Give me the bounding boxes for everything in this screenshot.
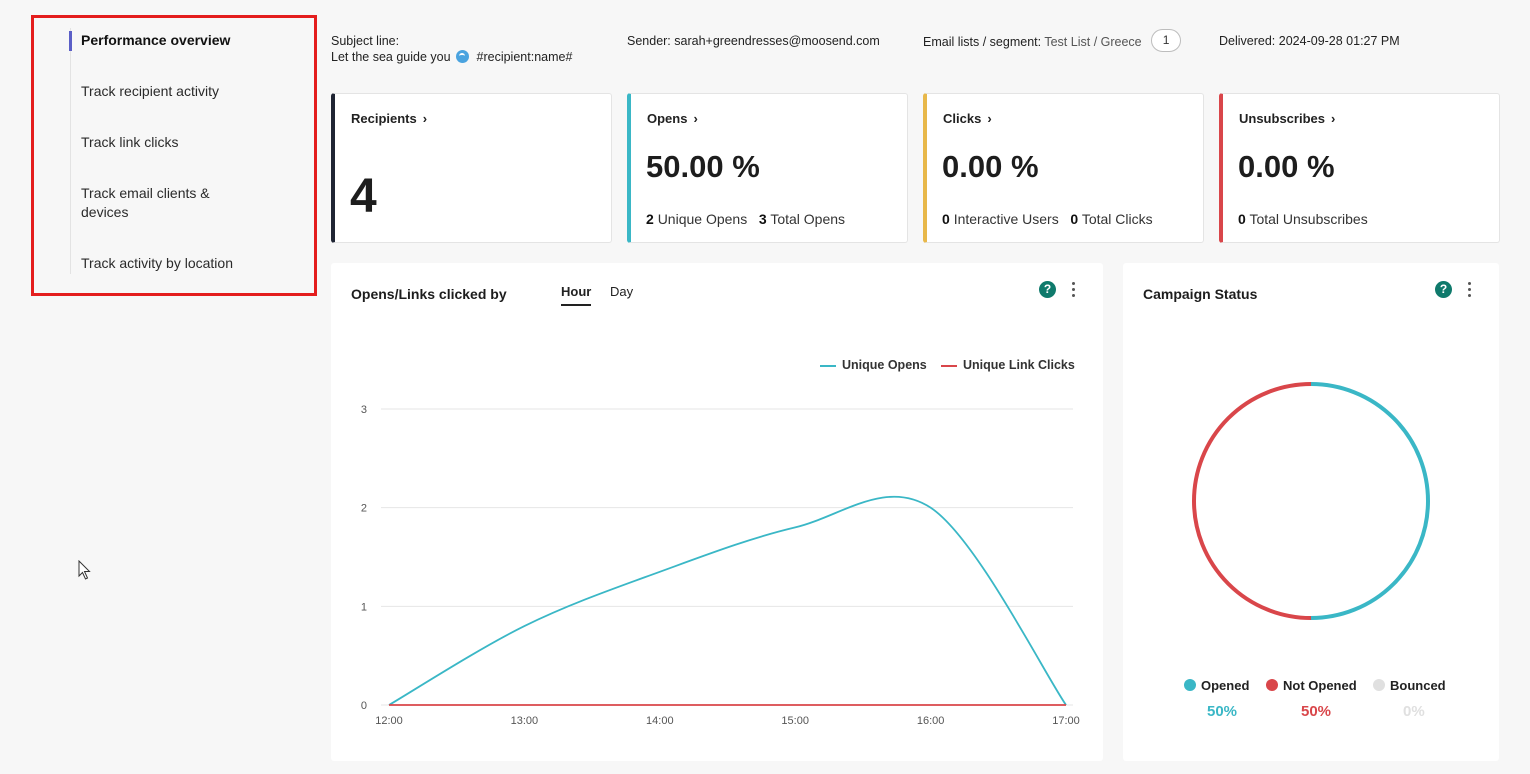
more-options-icon[interactable] [1465, 282, 1473, 298]
y-tick-label: 3 [361, 404, 367, 416]
not-opened-dot [1266, 679, 1278, 691]
tab-hour[interactable]: Hour [561, 284, 592, 306]
delivered-value: 2024-09-28 01:27 PM [1278, 34, 1400, 48]
unsubscribes-link[interactable]: Unsubscribes › [1239, 111, 1336, 126]
y-tick-label: 1 [361, 601, 367, 613]
legend-swatch [820, 364, 836, 367]
subject-tag: #recipient:name# [476, 50, 573, 64]
segment-count-badge[interactable]: 1 [1151, 29, 1182, 52]
recipients-link[interactable]: Recipients › [351, 111, 428, 126]
clicks-link[interactable]: Clicks › [943, 111, 992, 126]
nav-item-performance-overview[interactable]: Performance overview [81, 32, 231, 48]
x-tick-label: 12:00 [375, 715, 403, 727]
campaign-status-title: Campaign Status [1143, 286, 1258, 302]
segment-value: / Greece [1093, 34, 1142, 49]
legend-opened[interactable]: Opened [1184, 678, 1249, 693]
chevron-right-icon: › [1330, 111, 1336, 126]
active-indicator [69, 31, 72, 51]
delivered: Delivered: 2024-09-28 01:27 PM [1219, 33, 1400, 49]
chevron-right-icon: › [987, 111, 992, 126]
chevron-right-icon: › [422, 111, 428, 126]
x-tick-label: 16:00 [917, 715, 945, 727]
campaign-status-panel [1123, 263, 1499, 761]
y-tick-label: 2 [361, 503, 367, 515]
mouse-cursor-icon [78, 560, 91, 580]
sidebar-nav: Performance overview Track recipient act… [69, 28, 300, 274]
y-tick-label: 0 [361, 700, 367, 712]
more-options-icon[interactable] [1069, 282, 1077, 298]
help-icon[interactable]: ? [1435, 281, 1452, 298]
recipients-card: Recipients › 4 [331, 93, 612, 243]
bounced-dot [1373, 679, 1385, 691]
clicks-value: 0.00 % [942, 149, 1039, 184]
email-lists: Email lists / segment: Test List / Greec… [923, 29, 1182, 52]
opens-chart-title: Opens/Links clicked by [351, 286, 507, 302]
highlight-box [31, 15, 317, 296]
clicks-sub: 0 Interactive Users 0 Total Clicks [942, 211, 1153, 227]
nav-item-activity-location[interactable]: Track activity by location [81, 255, 233, 271]
not-opened-percent: 50% [1301, 703, 1332, 720]
lists-label: Email lists / segment: [923, 34, 1042, 49]
x-tick-label: 15:00 [781, 715, 809, 727]
chevron-right-icon: › [693, 111, 698, 126]
donut-slice-not-opened[interactable] [1192, 382, 1312, 620]
wave-emoji-icon [456, 50, 470, 63]
unsubscribes-sub: 0 Total Unsubscribes [1238, 211, 1368, 227]
subject-label: Subject line: [331, 34, 400, 48]
legend-unique-link-clicks[interactable]: Unique Link Clicks [941, 358, 1075, 372]
legend-not-opened[interactable]: Not Opened [1266, 678, 1357, 693]
opens-link[interactable]: Opens › [647, 111, 698, 126]
lists-value: Test List [1044, 34, 1091, 49]
clicks-card: Clicks › 0.00 % 0 Interactive Users 0 Tot… [923, 93, 1204, 243]
sender-label: Sender: [627, 34, 671, 48]
legend-bounced[interactable]: Bounced [1373, 678, 1446, 693]
subject-text: Let the sea guide you [331, 50, 451, 64]
x-tick-label: 13:00 [511, 715, 539, 727]
opens-chart-panel [331, 263, 1103, 761]
unsubscribes-value: 0.00 % [1238, 149, 1335, 184]
recipients-value: 4 [350, 170, 377, 223]
x-tick-label: 14:00 [646, 715, 674, 727]
opens-card: Opens › 50.00 % 2 Unique Opens 3 Total Op… [627, 93, 908, 243]
bounced-percent: 0% [1403, 703, 1425, 720]
nav-item-email-clients[interactable]: Track email clients & devices [81, 185, 210, 220]
legend-swatch [941, 364, 957, 367]
nav-item-recipient-activity[interactable]: Track recipient activity [81, 83, 219, 99]
help-icon[interactable]: ? [1039, 281, 1056, 298]
campaign-status-donut [1192, 382, 1430, 620]
sender-value: sarah+greendresses@moosend.com [674, 34, 880, 48]
donut-slice-opened[interactable] [1310, 382, 1430, 620]
unsubscribes-card: Unsubscribes › 0.00 % 0 Total Unsubscribe… [1219, 93, 1500, 243]
opened-dot [1184, 679, 1196, 691]
opens-value: 50.00 % [646, 149, 760, 184]
nav-item-link-clicks[interactable]: Track link clicks [81, 134, 179, 150]
subject-line: Subject line: Let the sea guide you #rec… [331, 33, 572, 65]
delivered-label: Delivered: [1219, 34, 1276, 48]
x-tick-label: 17:00 [1052, 715, 1080, 727]
legend-unique-opens[interactable]: Unique Opens [820, 358, 927, 372]
opens-sub: 2 Unique Opens 3 Total Opens [646, 211, 846, 227]
tab-day[interactable]: Day [610, 284, 634, 299]
series-line-unique-opens [388, 495, 1067, 706]
opened-percent: 50% [1207, 703, 1238, 720]
opens-line-chart: 0 1 2 3 12:00 13:00 14:00 15:00 16:00 17:00 [361, 404, 1080, 727]
sender: Sender: sarah+greendresses@moosend.com [627, 33, 880, 49]
